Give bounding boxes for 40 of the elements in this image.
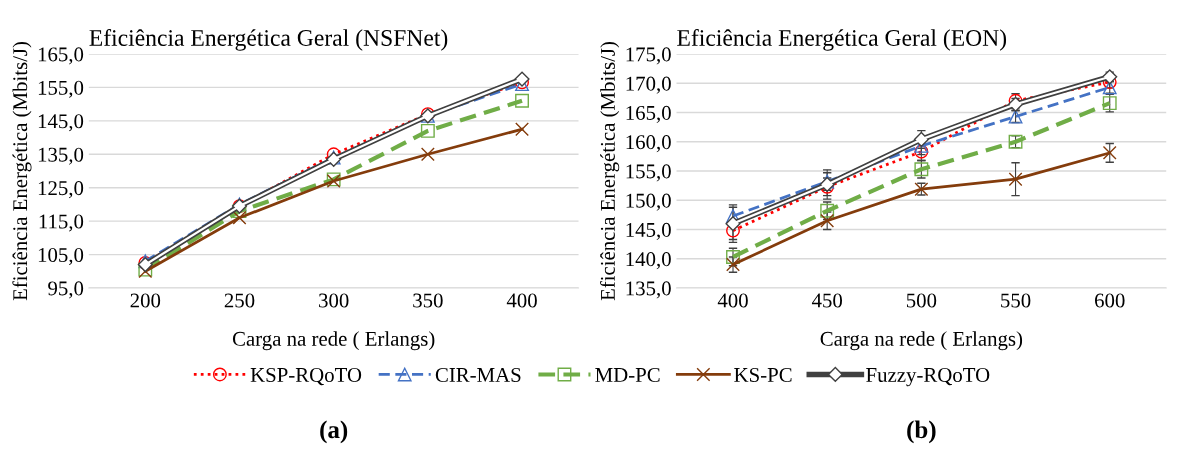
y-tick-label: 155,0: [626, 164, 671, 182]
y-tick-label: 115,0: [39, 214, 84, 232]
legend-label: MD-PC: [595, 367, 660, 382]
y-tick-label: 150,0: [626, 193, 671, 211]
legend-label: KSP-RQoTO: [250, 367, 362, 386]
y-tick-label: 170,0: [626, 76, 671, 94]
y-tick-label: 175,0: [626, 47, 671, 65]
y-tick-label: 145,0: [626, 222, 671, 240]
legend-label: CIR-MAS: [435, 367, 521, 382]
x-tick-label: 550: [1001, 293, 1031, 308]
y-tick-label: 125,0: [38, 181, 84, 199]
chart-title: Eficiência Energética Geral (EON): [677, 29, 1007, 51]
legend-label: Fuzzy-RQoTO: [866, 367, 990, 387]
y-tick-label: 160,0: [626, 135, 671, 153]
y-axis-title: Eficiência Energética (Mbits/J): [12, 41, 32, 301]
text: (a): [320, 420, 348, 444]
y-axis-title: Eficiência Energética (Mbits/J): [600, 41, 620, 301]
y-tick-label: 155,0: [38, 80, 84, 98]
x-tick-label: 500: [906, 293, 937, 308]
legend-label: KS-PC: [734, 367, 792, 382]
x-tick-label: 350: [413, 293, 443, 308]
y-tick-label: 145,0: [38, 114, 84, 132]
y-tick-label: 105,0: [38, 247, 84, 265]
x-tick-label: 400: [717, 293, 748, 308]
x-tick-label: 450: [811, 293, 843, 308]
text: (b): [907, 420, 936, 444]
y-tick-label: 165,0: [626, 105, 671, 123]
y-tick-label: 135,0: [38, 147, 84, 165]
y-tick-label: 95,0: [48, 281, 84, 299]
x-axis-title: Carga na rede ( Erlangs): [232, 331, 435, 351]
x-tick-label: 300: [319, 293, 349, 308]
x-tick-label: 400: [506, 293, 537, 308]
y-tick-label: 165,0: [38, 47, 84, 65]
x-tick-label: 200: [130, 293, 161, 308]
y-tick-label: 140,0: [626, 252, 671, 270]
chart-title: Eficiência Energética Geral (NSFNet): [89, 29, 448, 51]
y-tick-label: 135,0: [626, 281, 671, 299]
x-axis-title: Carga na rede ( Erlangs): [820, 331, 1023, 351]
x-tick-label: 600: [1095, 293, 1125, 308]
x-tick-label: 250: [224, 293, 255, 308]
